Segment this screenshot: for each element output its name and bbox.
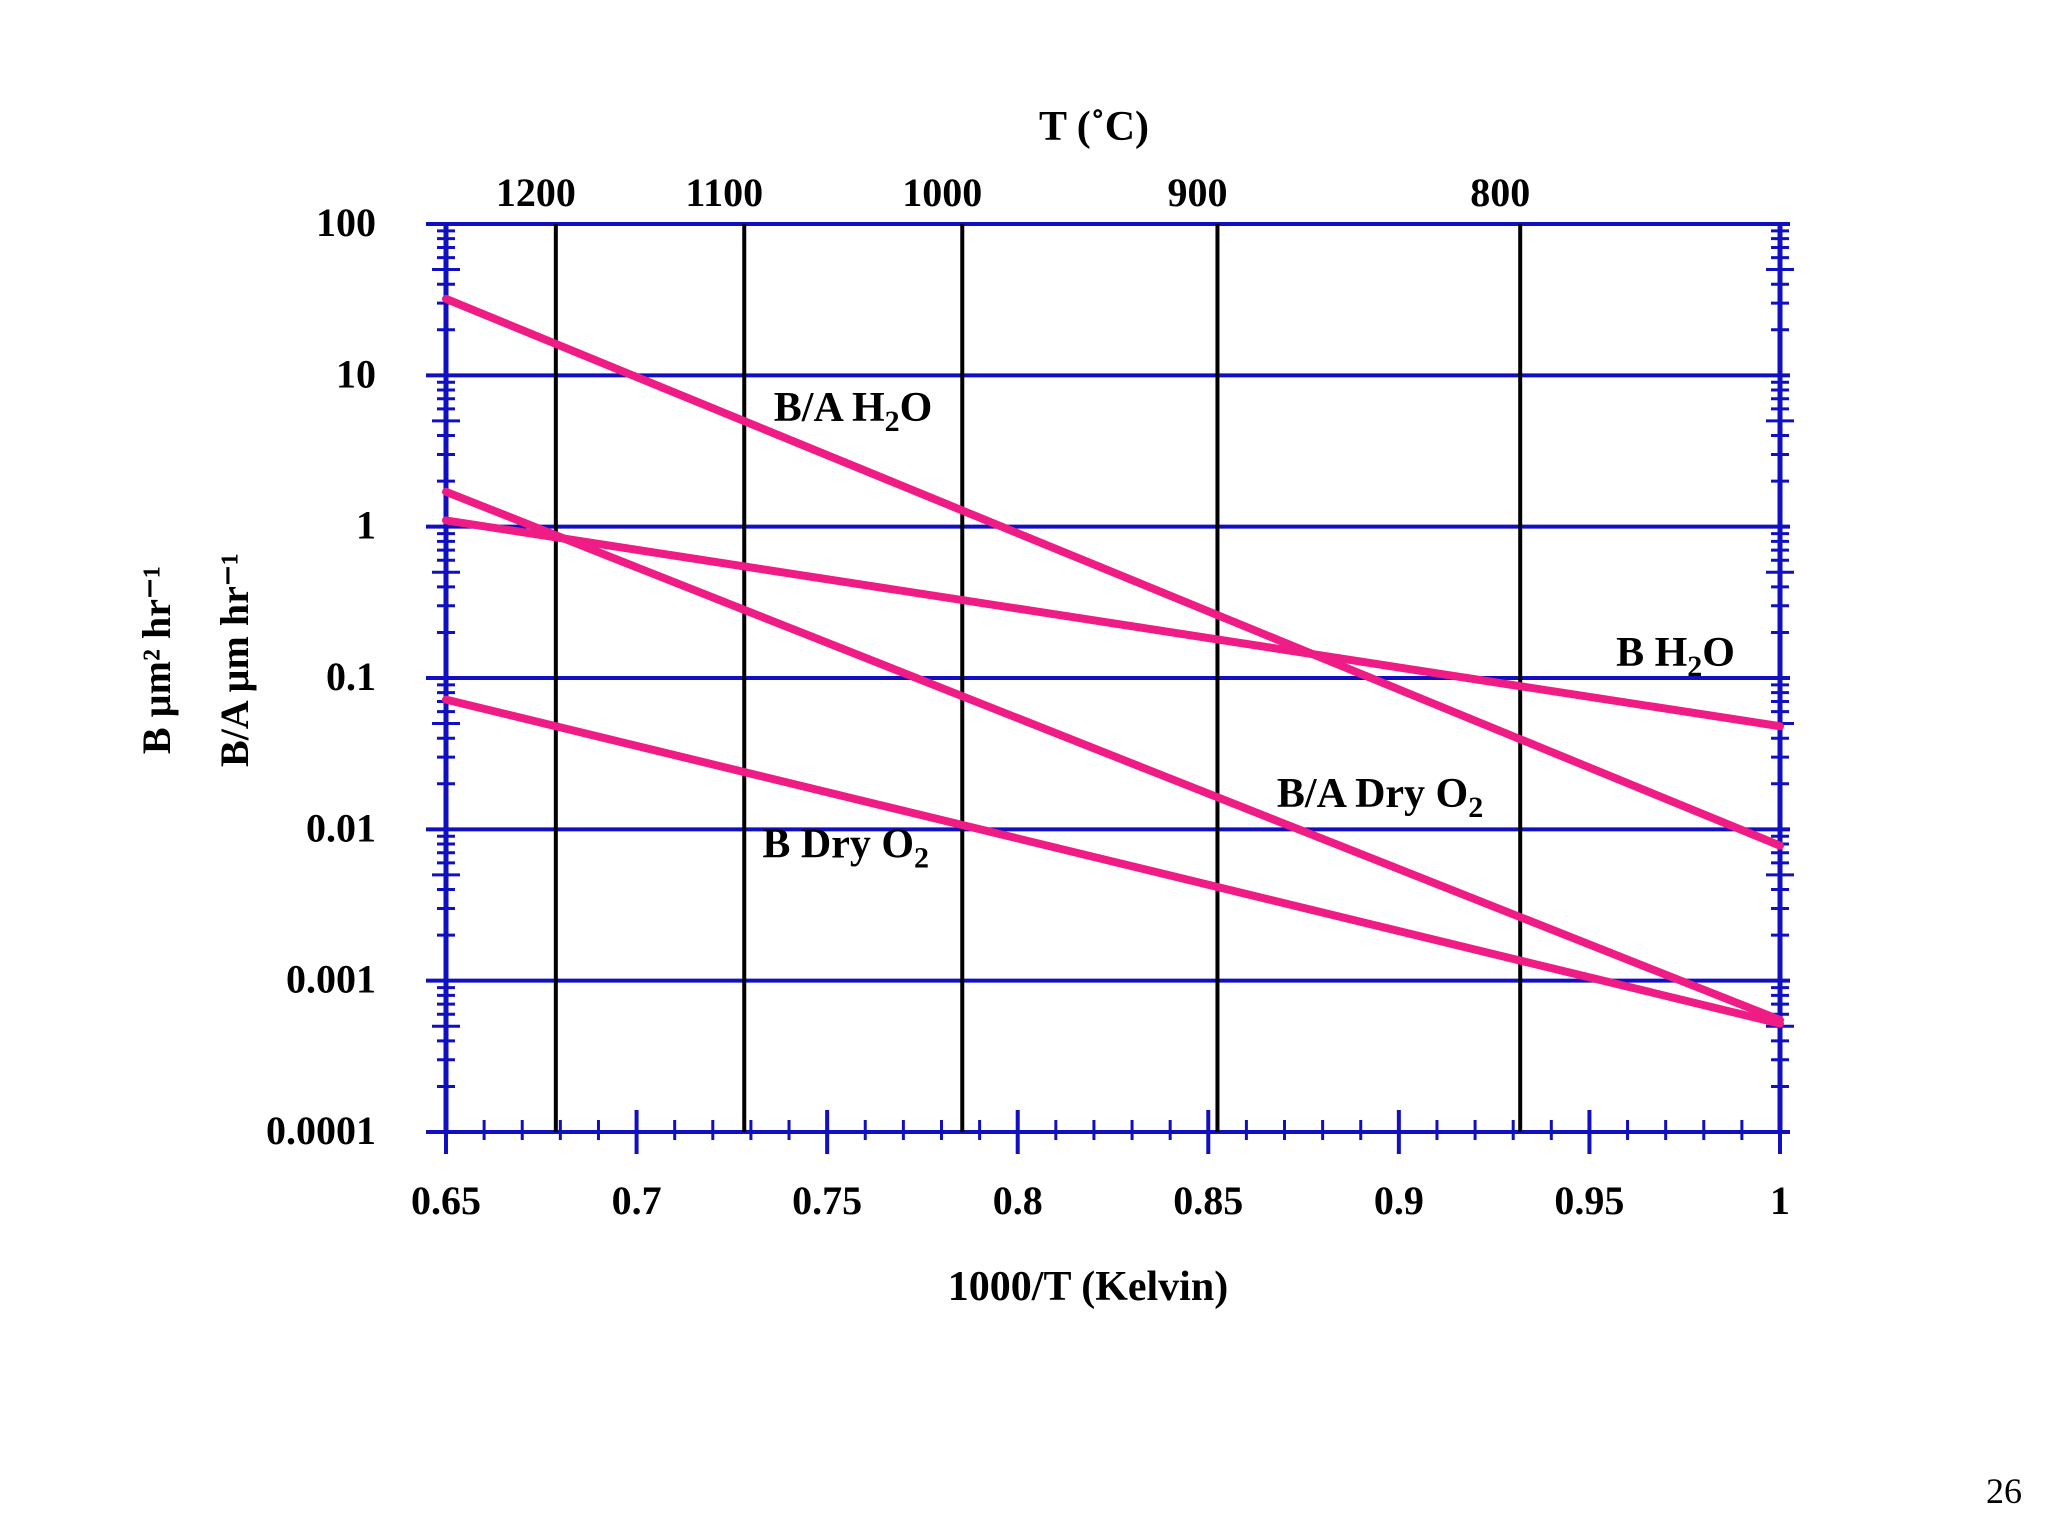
temperature-lines xyxy=(553,224,1523,1132)
y-tick-label-0-001: 0.001 xyxy=(286,957,376,1002)
series-label-subscript: 2 xyxy=(914,842,929,875)
top-tick-label-1200: 1200 xyxy=(496,170,576,215)
series-layer xyxy=(442,294,1784,1028)
series-line-b-a-dry-o2 xyxy=(442,487,1784,1024)
top-tick-label-1000: 1000 xyxy=(902,170,982,215)
series-line-b-dry-o2 xyxy=(442,695,1784,1028)
y-axis-title-line-1: B µm² hr⁻¹ xyxy=(134,566,179,754)
series-label-b-a-dry-o2: B/A Dry O2 xyxy=(1277,771,1483,824)
series-label-tail: O xyxy=(1702,630,1735,676)
page-number: 26 xyxy=(1986,1471,2022,1511)
x-tick-label-0-9: 0.9 xyxy=(1374,1178,1424,1223)
x-tick-label-0-65: 0.65 xyxy=(411,1178,481,1223)
series-label-subscript: 2 xyxy=(885,405,900,438)
series-label-b-a-h2o: B/A H2O xyxy=(774,385,933,438)
x-tick-label-1: 1 xyxy=(1770,1178,1790,1223)
y-tick-label-1: 1 xyxy=(356,503,376,548)
series-label-subscript: 2 xyxy=(1468,791,1483,824)
series-label-main: B/A Dry O xyxy=(1277,771,1468,817)
y-tick-label-100: 100 xyxy=(316,200,376,245)
x-axis-title: 1000/T (Kelvin) xyxy=(948,1264,1228,1310)
series-label-main: B/A H xyxy=(774,385,885,431)
axes xyxy=(432,224,1794,1154)
series-label-b-h2o: B H2O xyxy=(1616,630,1735,683)
series-line-b-h2o xyxy=(442,516,1784,731)
top-tick-label-1100: 1100 xyxy=(685,170,763,215)
series-label-b-dry-o2: B Dry O2 xyxy=(762,822,929,875)
top-tick-label-900: 900 xyxy=(1167,170,1227,215)
y-tick-label-10: 10 xyxy=(336,351,376,396)
y-tick-label-0-0001: 0.0001 xyxy=(266,1108,376,1153)
top-axis-title: T (˚C) xyxy=(1039,104,1149,150)
y-tick-label-0-01: 0.01 xyxy=(306,805,376,850)
x-tick-label-0-85: 0.85 xyxy=(1173,1178,1243,1223)
series-label-subscript: 2 xyxy=(1687,650,1702,683)
series-line-b-a-h2o xyxy=(442,294,1784,850)
x-tick-label-0-8: 0.8 xyxy=(993,1178,1043,1223)
series-label-tail: O xyxy=(900,385,933,431)
y-tick-label-0-1: 0.1 xyxy=(326,654,376,699)
top-tick-label-800: 800 xyxy=(1470,170,1530,215)
x-tick-label-0-95: 0.95 xyxy=(1554,1178,1624,1223)
series-label-main: B Dry O xyxy=(762,822,914,868)
series-label-main: B H xyxy=(1616,630,1687,676)
x-tick-label-0-75: 0.75 xyxy=(792,1178,862,1223)
labels: 0.65 0.7 0.75 0.8 0.85 0.9 0.95 11001010.10.010… xyxy=(134,104,1790,1310)
y-axis-title-line-2: B/A µm hr⁻¹ xyxy=(212,553,257,767)
x-tick-label-0-7: 0.7 xyxy=(612,1178,662,1223)
grid-layer xyxy=(426,222,1790,1134)
